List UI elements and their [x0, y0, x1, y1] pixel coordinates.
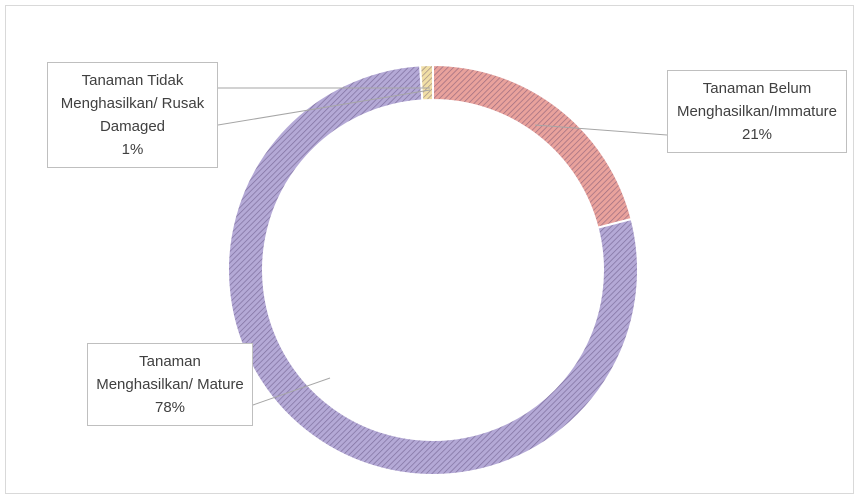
data-label: Tanaman Menghasilkan/ Mature 78% — [87, 343, 253, 426]
donut-slice — [227, 64, 639, 476]
label-value: 21% — [741, 126, 773, 143]
data-label: Tanaman Belum Menghasilkan/Immature 21% — [667, 70, 847, 153]
donut-slice — [419, 63, 434, 102]
label-name: Tanaman Tidak Menghasilkan/ Rusak Damage… — [60, 72, 205, 135]
label-name: Tanaman Menghasilkan/ Mature — [96, 353, 244, 393]
leader-line — [217, 89, 431, 126]
label-name: Tanaman Belum Menghasilkan/Immature — [676, 80, 838, 120]
label-value: 78% — [154, 399, 186, 416]
leader-line — [534, 124, 668, 136]
leader-line — [252, 377, 331, 406]
data-label: Tanaman Tidak Menghasilkan/ Rusak Damage… — [47, 62, 218, 168]
label-value: 1% — [121, 141, 144, 158]
